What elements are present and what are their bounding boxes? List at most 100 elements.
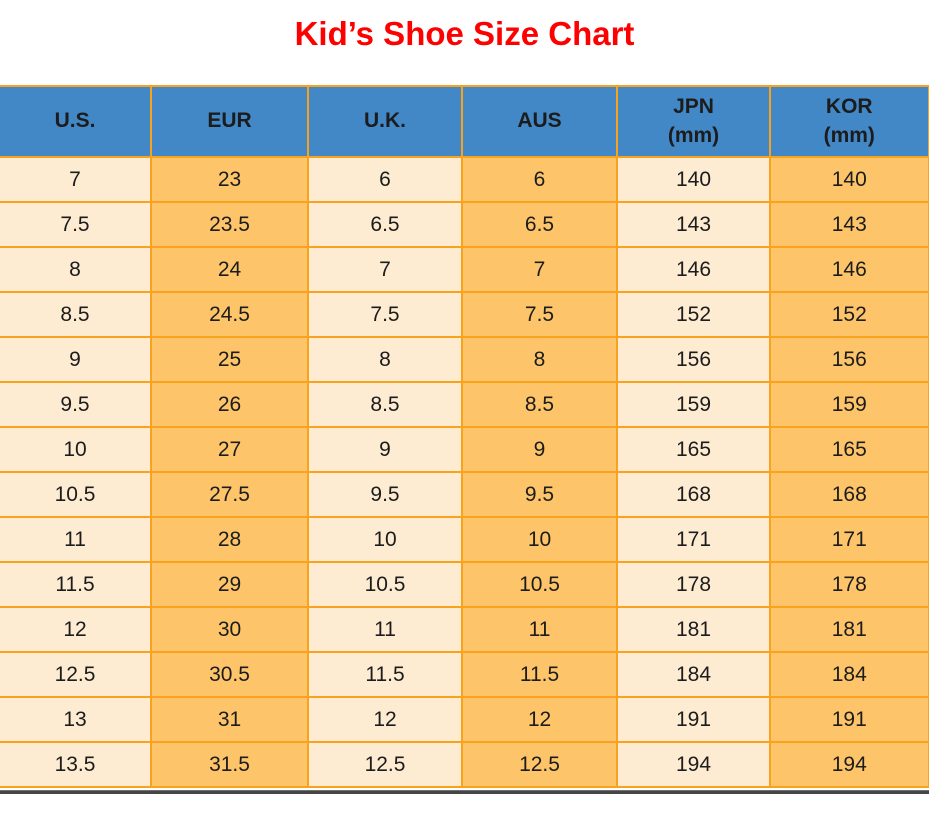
table-cell-uk: 9 — [307, 426, 463, 473]
col-header-us: U.S. — [0, 85, 152, 158]
table-cell-eur: 31.5 — [150, 741, 309, 788]
table-cell-kor: 159 — [769, 381, 929, 428]
bottom-divider — [0, 790, 929, 794]
table-cell-aus: 6 — [461, 156, 618, 203]
table-cell-uk: 6.5 — [307, 201, 463, 248]
table-cell-kor: 156 — [769, 336, 929, 383]
table-cell-kor: 184 — [769, 651, 929, 698]
table-cell-kor: 146 — [769, 246, 929, 293]
table-cell-kor: 140 — [769, 156, 929, 203]
col-header-eur: EUR — [150, 85, 309, 158]
table-cell-us: 11 — [0, 516, 152, 563]
table-cell-uk: 11 — [307, 606, 463, 653]
table-cell-us: 10 — [0, 426, 152, 473]
col-header-label: KOR — [825, 95, 873, 119]
table-cell-aus: 7.5 — [461, 291, 618, 338]
table-cell-us: 11.5 — [0, 561, 152, 608]
table-cell-us: 7 — [0, 156, 152, 203]
table-cell-jpn: 146 — [616, 246, 771, 293]
table-cell-uk: 9.5 — [307, 471, 463, 518]
table-cell-eur: 31 — [150, 696, 309, 743]
table-cell-aus: 7 — [461, 246, 618, 293]
table-row: 11 28 10 10 171 171 — [0, 516, 929, 563]
table-cell-uk: 12.5 — [307, 741, 463, 788]
table-cell-aus: 12 — [461, 696, 618, 743]
col-header-label: U.S. — [54, 109, 96, 133]
table-cell-kor: 143 — [769, 201, 929, 248]
table-row: 9.5 26 8.5 8.5 159 159 — [0, 381, 929, 428]
table-cell-eur: 26 — [150, 381, 309, 428]
table-cell-aus: 8.5 — [461, 381, 618, 428]
table-row: 12 30 11 11 181 181 — [0, 606, 929, 653]
table-cell-jpn: 159 — [616, 381, 771, 428]
table-row: 7.5 23.5 6.5 6.5 143 143 — [0, 201, 929, 248]
table-body: 7 23 6 6 140 140 7.5 23.5 6.5 6.5 143 143 8 24 7 7 146 14… — [0, 156, 929, 788]
table-cell-aus: 10.5 — [461, 561, 618, 608]
table-row: 10 27 9 9 165 165 — [0, 426, 929, 473]
table-cell-us: 12.5 — [0, 651, 152, 698]
table-cell-kor: 165 — [769, 426, 929, 473]
table-cell-kor: 181 — [769, 606, 929, 653]
col-header-label: JPN — [673, 95, 714, 119]
table-cell-eur: 25 — [150, 336, 309, 383]
table-cell-jpn: 156 — [616, 336, 771, 383]
table-row: 8 24 7 7 146 146 — [0, 246, 929, 293]
table-cell-jpn: 168 — [616, 471, 771, 518]
table-header: U.S. EUR U.K. AUS JPN (mm) KOR (mm) — [0, 85, 929, 158]
table-cell-uk: 8 — [307, 336, 463, 383]
table-cell-jpn: 140 — [616, 156, 771, 203]
table-cell-jpn: 178 — [616, 561, 771, 608]
table-cell-eur: 24 — [150, 246, 309, 293]
table-cell-uk: 10.5 — [307, 561, 463, 608]
table-cell-eur: 30.5 — [150, 651, 309, 698]
table-row: 12.5 30.5 11.5 11.5 184 184 — [0, 651, 929, 698]
table-cell-jpn: 194 — [616, 741, 771, 788]
table-cell-aus: 11.5 — [461, 651, 618, 698]
table-cell-uk: 6 — [307, 156, 463, 203]
table-row: 13.5 31.5 12.5 12.5 194 194 — [0, 741, 929, 788]
table-cell-us: 8.5 — [0, 291, 152, 338]
table-row: 11.5 29 10.5 10.5 178 178 — [0, 561, 929, 608]
table-cell-aus: 12.5 — [461, 741, 618, 788]
col-header-kor: KOR (mm) — [769, 85, 929, 158]
table-cell-jpn: 165 — [616, 426, 771, 473]
table-cell-eur: 23 — [150, 156, 309, 203]
col-header-label: EUR — [207, 109, 252, 133]
col-header-aus: AUS — [461, 85, 618, 158]
table-cell-aus: 10 — [461, 516, 618, 563]
table-cell-eur: 24.5 — [150, 291, 309, 338]
col-header-jpn: JPN (mm) — [616, 85, 771, 158]
table-cell-us: 9 — [0, 336, 152, 383]
page-title: Kid’s Shoe Size Chart — [294, 15, 635, 52]
table-cell-us: 9.5 — [0, 381, 152, 428]
table-cell-kor: 152 — [769, 291, 929, 338]
table-row: 10.5 27.5 9.5 9.5 168 168 — [0, 471, 929, 518]
table-cell-aus: 6.5 — [461, 201, 618, 248]
table-cell-uk: 10 — [307, 516, 463, 563]
table-cell-aus: 11 — [461, 606, 618, 653]
table-cell-us: 7.5 — [0, 201, 152, 248]
col-header-unit: (mm) — [667, 123, 720, 147]
table-cell-jpn: 191 — [616, 696, 771, 743]
table-row: 9 25 8 8 156 156 — [0, 336, 929, 383]
table-cell-jpn: 143 — [616, 201, 771, 248]
table-cell-aus: 8 — [461, 336, 618, 383]
table-cell-kor: 168 — [769, 471, 929, 518]
table-cell-eur: 29 — [150, 561, 309, 608]
table-cell-kor: 194 — [769, 741, 929, 788]
table-cell-uk: 7 — [307, 246, 463, 293]
table-cell-uk: 8.5 — [307, 381, 463, 428]
table-cell-jpn: 181 — [616, 606, 771, 653]
table-cell-us: 13 — [0, 696, 152, 743]
table-cell-uk: 7.5 — [307, 291, 463, 338]
table-cell-uk: 11.5 — [307, 651, 463, 698]
header-row: U.S. EUR U.K. AUS JPN (mm) KOR (mm) — [0, 85, 929, 158]
table-cell-us: 8 — [0, 246, 152, 293]
table-cell-us: 10.5 — [0, 471, 152, 518]
table-row: 7 23 6 6 140 140 — [0, 156, 929, 203]
table-cell-eur: 28 — [150, 516, 309, 563]
col-header-label: AUS — [517, 109, 562, 133]
table-row: 8.5 24.5 7.5 7.5 152 152 — [0, 291, 929, 338]
table-cell-kor: 171 — [769, 516, 929, 563]
